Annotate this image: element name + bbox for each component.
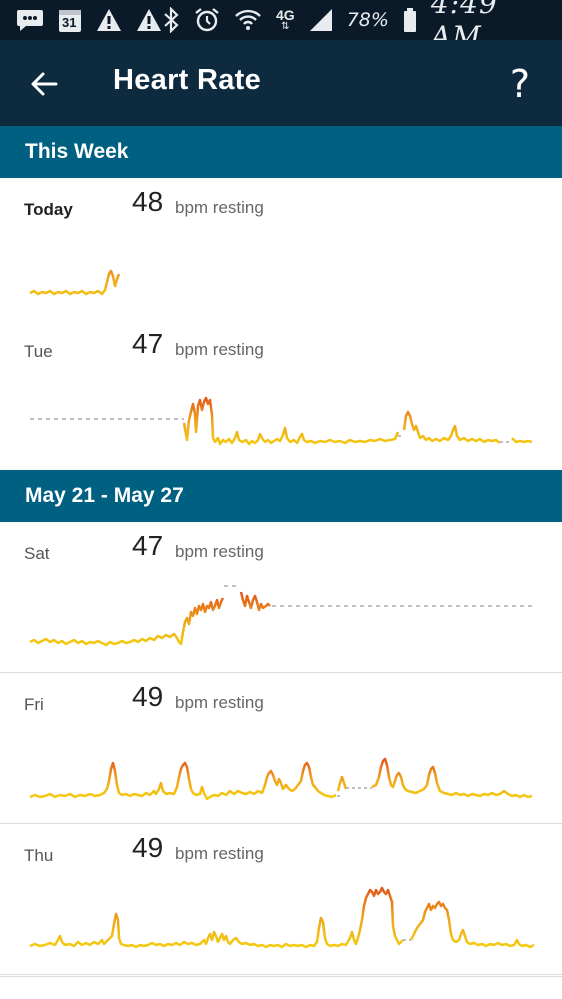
bpm-unit-label: bpm resting [175, 542, 264, 561]
bpm-unit-label: bpm resting [175, 844, 264, 863]
day-row-tue[interactable]: Tue 47 bpm resting [0, 320, 562, 471]
resting-bpm-value: 49 [132, 681, 164, 712]
back-button[interactable] [22, 64, 66, 104]
section-header-week-range: May 21 - May 27 [0, 470, 562, 522]
bluetooth-icon [162, 7, 180, 33]
day-label: Tue [24, 342, 53, 361]
bpm-unit-label: bpm resting [175, 198, 264, 217]
battery-percent: 78% [346, 9, 389, 31]
day-row-thu[interactable]: Thu 49 bpm resting [0, 824, 562, 975]
day-label: Fri [24, 695, 44, 714]
resting-bpm-value: 47 [132, 328, 164, 359]
resting-bpm-value: 49 [132, 832, 164, 863]
heart-rate-sparkline [29, 886, 535, 949]
day-label: Today [24, 200, 73, 219]
day-label: Thu [24, 846, 54, 865]
battery-icon [403, 7, 417, 33]
resting-bpm-value: 48 [132, 186, 164, 217]
alarm-icon [194, 7, 220, 33]
day-row-sat[interactable]: Sat 47 bpm resting [0, 522, 562, 673]
help-button[interactable]: ? [509, 62, 531, 106]
alert-icon [96, 7, 122, 33]
clock-time: 4:49 AM [430, 0, 498, 53]
heart-rate-sparkline [30, 396, 533, 446]
page-title: Heart Rate [113, 64, 262, 96]
signal-icon [309, 7, 333, 33]
wifi-icon [234, 7, 262, 33]
bpm-unit-label: bpm resting [175, 693, 264, 712]
message-icon [16, 7, 44, 33]
status-bar: 31 4G ⇅ 78% 4:49 AM [0, 0, 562, 53]
day-row-fri[interactable]: Fri 49 bpm resting [0, 673, 562, 824]
alert-icon [136, 7, 162, 33]
bpm-unit-label: bpm resting [175, 340, 264, 359]
heart-rate-sparkline [29, 585, 534, 647]
heart-rate-sparkline [29, 269, 121, 296]
resting-bpm-value: 47 [132, 530, 164, 561]
day-row-partial[interactable]: 51 [0, 976, 562, 999]
arrow-left-icon [31, 72, 58, 96]
calendar-day: 31 [62, 15, 77, 30]
day-row-today[interactable]: Today 48 bpm resting [0, 178, 562, 329]
heart-rate-sparkline [29, 757, 533, 801]
app-bar: Heart Rate ? [0, 40, 562, 126]
section-header-this-week: This Week [0, 126, 562, 178]
resting-bpm-value: 51 [132, 995, 163, 999]
lte-icon: 4G ⇅ [276, 7, 295, 32]
day-label: Sat [24, 544, 50, 563]
calendar-icon: 31 [58, 7, 82, 33]
